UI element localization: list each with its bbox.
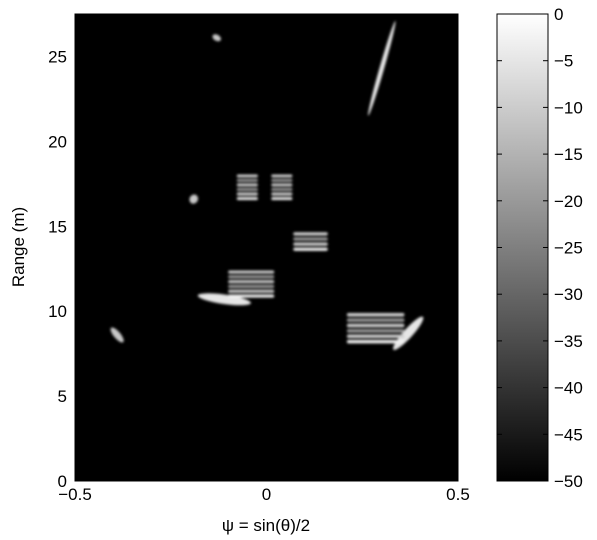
y-axis-title: Range (m) xyxy=(9,207,28,287)
target-stack-row xyxy=(271,174,293,178)
colorbar-tick-label: −10 xyxy=(554,98,583,117)
target-stack-row xyxy=(236,188,258,191)
y-axis-ticks: 0 5 10 15 20 25 xyxy=(48,47,458,491)
y-tick-label: 10 xyxy=(48,302,67,321)
target-stack xyxy=(271,174,293,200)
colorbar-tick-label: −40 xyxy=(554,379,583,398)
colorbar-tick-label: −50 xyxy=(554,472,583,491)
target-stack-row xyxy=(228,275,275,279)
x-tick-label: 0 xyxy=(262,485,271,504)
target-stack-row xyxy=(236,183,258,187)
target-blob xyxy=(212,34,221,42)
colorbar-tick-label: −25 xyxy=(554,239,583,258)
target-stack-row xyxy=(271,183,293,187)
target-stack-row xyxy=(228,270,275,274)
y-tick-label: 25 xyxy=(48,47,67,66)
x-tick-label: −0.5 xyxy=(58,485,92,504)
target-stack xyxy=(236,174,258,200)
colorbar-tick-label: 0 xyxy=(554,5,563,24)
target-stack-row xyxy=(228,289,275,293)
colorbar-tick-label: −30 xyxy=(554,285,583,304)
target-blob xyxy=(110,327,124,343)
target-stack xyxy=(228,270,275,298)
colorbar-gradient xyxy=(496,13,549,482)
target-stack-row xyxy=(271,188,293,191)
target-stack-row xyxy=(293,242,328,246)
target-stack-row xyxy=(271,178,293,182)
target-stack-row xyxy=(346,334,405,338)
target-arc xyxy=(368,20,396,116)
y-tick-label: 0 xyxy=(58,472,67,491)
colorbar-tick-label: −20 xyxy=(554,192,583,211)
target-stack xyxy=(346,312,405,344)
y-tick-label: 5 xyxy=(58,387,67,406)
target-stack-row xyxy=(271,192,293,196)
target-stack-row xyxy=(293,247,328,251)
heatmap-targets xyxy=(110,20,424,350)
colorbar-tick-label: −15 xyxy=(554,145,583,164)
target-stack-row xyxy=(346,323,405,328)
target-stack-row xyxy=(293,232,328,236)
y-tick-label: 20 xyxy=(48,132,67,151)
target-stack-row xyxy=(236,197,258,200)
colorbar-tick-label: −45 xyxy=(554,425,583,444)
target-streak xyxy=(197,293,251,306)
x-axis-title: ψ = sin(θ)/2 xyxy=(222,516,310,535)
target-stack-row xyxy=(346,339,405,344)
target-stack-row xyxy=(228,284,275,288)
target-stack-row xyxy=(293,237,328,241)
target-stack-row xyxy=(228,294,275,298)
target-stack-row xyxy=(271,197,293,200)
target-blob xyxy=(189,194,199,204)
x-tick-label: 0.5 xyxy=(446,485,470,504)
target-stack xyxy=(293,232,328,251)
colorbar-tick-label: −5 xyxy=(554,52,573,71)
target-stack-row xyxy=(236,192,258,196)
x-axis-ticks: −0.5 0 0.5 xyxy=(58,14,470,504)
colorbar-tick-label: −35 xyxy=(554,332,583,351)
target-stack-row xyxy=(228,280,275,284)
y-tick-label: 15 xyxy=(48,217,67,236)
colorbar-ticks: 0 −5 −10 −15 −20 −25 −30 −35 −40 −45 −50 xyxy=(497,5,583,491)
target-stack-row xyxy=(346,318,405,322)
target-stack-row xyxy=(236,178,258,182)
target-stack-row xyxy=(346,329,405,333)
target-stack-row xyxy=(346,312,405,317)
target-stack-row xyxy=(236,174,258,178)
heatmap-plot-area xyxy=(75,14,458,481)
